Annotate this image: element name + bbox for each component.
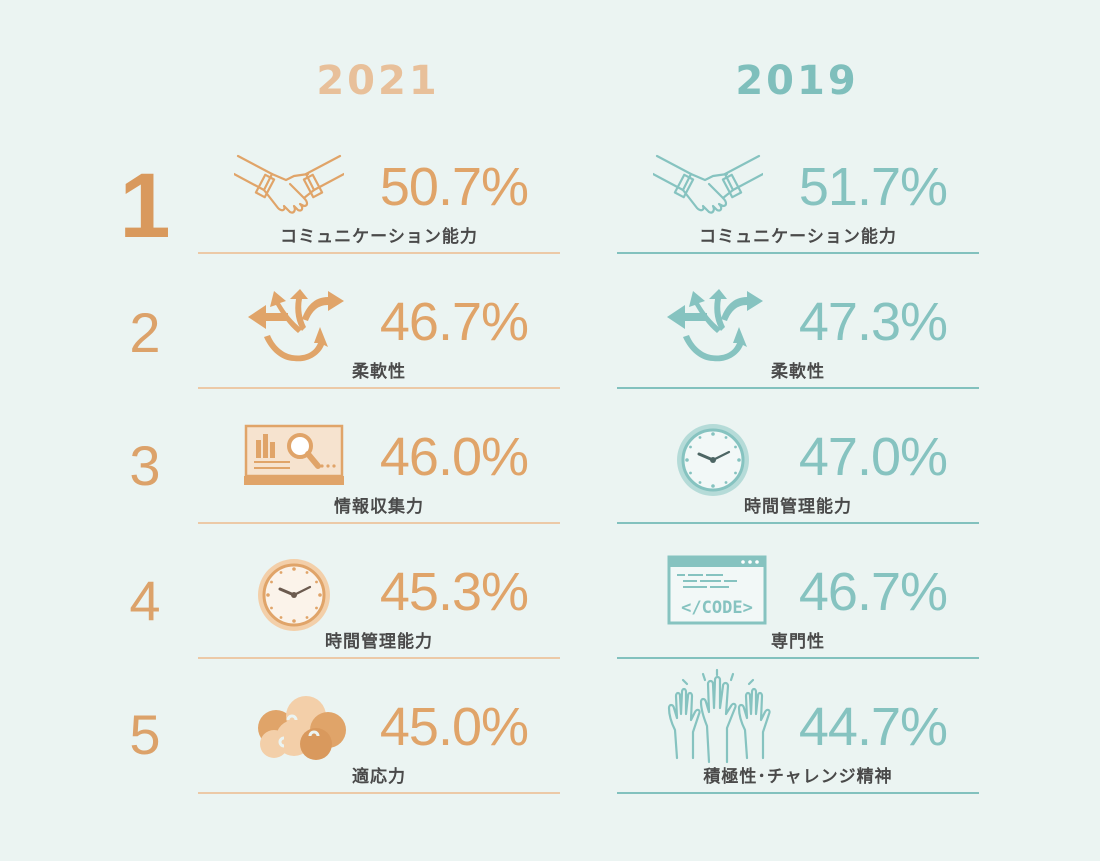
ranking-2019-item-1: 51.7% コミュニケーション能力 bbox=[617, 150, 979, 284]
ranking-2021-item-2: 46.7% 柔軟性 bbox=[198, 285, 560, 419]
magnifier-chart-icon bbox=[242, 420, 352, 506]
divider bbox=[617, 252, 979, 254]
percentage-value: 46.7% bbox=[379, 292, 529, 352]
divider bbox=[617, 792, 979, 794]
divider bbox=[198, 522, 560, 524]
handshake-icon bbox=[653, 150, 763, 236]
skill-label: コミュニケーション能力 bbox=[699, 227, 897, 247]
percentage-value: 51.7% bbox=[798, 157, 948, 217]
percentage-value: 46.7% bbox=[798, 562, 948, 622]
svg-text:</CODE>: </CODE> bbox=[681, 598, 753, 618]
ranking-2021-item-5: 45.0% 適応力 bbox=[198, 690, 560, 824]
ranking-2019-item-4: </CODE> 46.7% 専門性 bbox=[617, 555, 979, 689]
ranking-2019-item-2: 47.3% 柔軟性 bbox=[617, 285, 979, 419]
divider bbox=[198, 657, 560, 659]
ranking-2019-item-5: 44.7% 積極性･チャレンジ精神 bbox=[617, 668, 979, 802]
rank-4: 4 bbox=[129, 569, 161, 632]
percentage-value: 45.0% bbox=[379, 697, 529, 757]
divider bbox=[198, 252, 560, 254]
percentage-value: 47.0% bbox=[798, 427, 948, 487]
ranking-2021-item-3: 46.0% 情報収集力 bbox=[198, 420, 560, 554]
percentage-value: 50.7% bbox=[379, 157, 529, 217]
clock-icon bbox=[667, 420, 777, 506]
rank-5: 5 bbox=[129, 703, 161, 766]
percentage-value: 44.7% bbox=[798, 697, 948, 757]
divider bbox=[198, 792, 560, 794]
skill-label: 専門性 bbox=[771, 632, 825, 652]
skill-label: 適応力 bbox=[352, 767, 406, 787]
percentage-value: 46.0% bbox=[379, 427, 529, 487]
clock-icon bbox=[248, 555, 358, 641]
year-2021-heading: 2021 bbox=[316, 58, 440, 104]
divider bbox=[617, 657, 979, 659]
handshake-icon bbox=[234, 150, 344, 236]
puzzle-cloud-icon bbox=[254, 690, 364, 776]
skill-label: 情報収集力 bbox=[334, 497, 424, 517]
ranking-2021-item-4: 45.3% 時間管理能力 bbox=[198, 555, 560, 689]
percentage-value: 45.3% bbox=[379, 562, 529, 622]
branching-arrows-icon bbox=[663, 285, 773, 371]
branching-arrows-icon bbox=[244, 285, 354, 371]
ranking-2021-item-1: 50.7% コミュニケーション能力 bbox=[198, 150, 560, 284]
rank-3: 3 bbox=[129, 434, 161, 497]
percentage-value: 47.3% bbox=[798, 292, 948, 352]
divider bbox=[198, 387, 560, 389]
skill-label: 時間管理能力 bbox=[325, 632, 433, 652]
skill-label: 時間管理能力 bbox=[744, 497, 852, 517]
skill-label: 柔軟性 bbox=[771, 362, 825, 382]
skill-label: 柔軟性 bbox=[352, 362, 406, 382]
code-window-icon: </CODE> bbox=[663, 555, 773, 641]
rank-2: 2 bbox=[129, 301, 161, 364]
skill-label: 積極性･チャレンジ精神 bbox=[703, 767, 893, 787]
raised-hands-icon bbox=[663, 668, 773, 764]
year-2019-heading: 2019 bbox=[735, 58, 859, 104]
divider bbox=[617, 387, 979, 389]
ranking-2019-item-3: 47.0% 時間管理能力 bbox=[617, 420, 979, 554]
divider bbox=[617, 522, 979, 524]
skill-label: コミュニケーション能力 bbox=[280, 227, 478, 247]
rank-1: 1 bbox=[119, 155, 171, 257]
